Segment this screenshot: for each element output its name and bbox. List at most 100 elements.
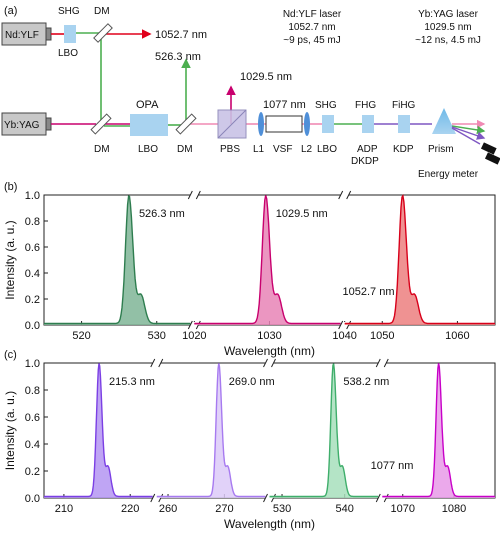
axis-break-gap [340, 192, 349, 198]
x-tick-label: 530 [148, 330, 166, 342]
y-tick-label: 0.0 [25, 493, 40, 505]
ybyag-info: Yb:YAG laser 1029.5 nm ~12 ns, 4.5 mJ [415, 9, 481, 46]
y-tick-label: 0.4 [25, 439, 40, 451]
axis-break-mark [187, 190, 193, 200]
energy-meter-label: Energy meter [418, 169, 479, 180]
ndylf-laser: Nd:YLF [1, 22, 52, 46]
kdp-label: KDP [393, 144, 414, 155]
fhg-label: FHG [355, 100, 376, 111]
dkdp-label: DKDP [351, 156, 379, 167]
adp-label: ADP [357, 144, 378, 155]
peak-fill [44, 363, 157, 498]
x-tick-label: 1060 [445, 330, 469, 342]
spectrum-chart-c: 0.0 0.2 0.4 0.6 0.8 1.0 Intensity (a. u.) Wavel… [3, 358, 496, 531]
peak-fill [344, 195, 495, 325]
ndylf-info: Nd:YLF laser 1052.7 nm ~9 ps, 45 mJ [283, 9, 342, 46]
peak-label: 526.3 nm [139, 208, 185, 220]
fihg-label: FiHG [392, 100, 416, 111]
axis-break-mark [338, 320, 344, 330]
peak-fill [382, 363, 495, 498]
dm-mirror-bottom-left [90, 113, 112, 135]
y-tick-label: 0.8 [25, 385, 40, 397]
x-axis-label: Wavelength (nm) [224, 344, 315, 358]
x-tick-label: 540 [335, 503, 353, 515]
axis-break-mark [158, 358, 164, 368]
pbs-diagonal [217, 109, 247, 139]
shg-crystal [322, 115, 334, 133]
peak-line [194, 195, 345, 325]
axis-break-gap [340, 322, 349, 328]
dm-mirror-bottom-mid [175, 113, 197, 135]
peak-line [44, 195, 195, 325]
shg2-label: SHG [315, 100, 337, 111]
x-tick-label: 1050 [370, 330, 394, 342]
shg-top-label: SHG [58, 6, 80, 17]
y-tick-label: 0.6 [25, 242, 40, 254]
axis-break-mark [375, 358, 381, 368]
pbs-label: PBS [220, 144, 240, 155]
axis-break-gap [190, 192, 199, 198]
ybyag-info-line3: ~12 ns, 4.5 mJ [415, 35, 481, 46]
l1-label: L1 [253, 144, 265, 155]
axis-break-gap [378, 360, 387, 366]
peak-line [344, 193, 495, 325]
dm-top-label: DM [94, 6, 110, 17]
x-tick-label: 220 [121, 503, 139, 515]
ybyag-info-line2: 1029.5 nm [424, 22, 471, 33]
vsf-wave-label: 1077 nm [263, 99, 306, 111]
axis-break-mark [375, 493, 381, 503]
axis-break-gap [378, 495, 387, 501]
lbo-crystal-top [64, 25, 76, 43]
ybyag-info-line1: Yb:YAG laser [418, 9, 479, 20]
energy-meter-head-2 [484, 152, 500, 165]
axis-break-mark [150, 493, 156, 503]
axis-break-mark [187, 320, 193, 330]
ybyag-label: Yb:YAG [4, 120, 40, 131]
y-tick-label: 0.2 [25, 466, 40, 478]
y-tick-label: 0.2 [25, 294, 40, 306]
setup-diagram: (a) Nd:YLF Yb:YAG SHG LBO DM 1052.7 nm 5… [1, 5, 500, 180]
y-tick-label: 1.0 [25, 358, 40, 370]
x-tick-label: 520 [72, 330, 90, 342]
peak-label: 1052.7 nm [343, 286, 395, 298]
dm-bottom-mid-label: DM [177, 144, 193, 155]
y-axis-label: Intensity (a. u.) [3, 220, 17, 299]
y-tick-label: 0.0 [25, 320, 40, 332]
prism-out-2 [451, 125, 486, 135]
ndylf-label: Nd:YLF [5, 30, 39, 41]
axis-break-mark [346, 190, 352, 200]
x-tick-label: 1020 [182, 330, 206, 342]
opa-crystal [130, 114, 168, 136]
lens-l2 [304, 112, 310, 136]
panel-label-a: (a) [4, 5, 17, 17]
prism-out-4 [451, 127, 481, 145]
x-tick-label: 530 [273, 503, 291, 515]
peak-label: 269.0 nm [229, 376, 275, 388]
axis-break-mark [150, 358, 156, 368]
dm-mirror-top [93, 23, 113, 43]
lbo2-label: LBO [317, 144, 337, 155]
x-tick-label: 1030 [257, 330, 281, 342]
axis-break-mark [338, 190, 344, 200]
x-tick-label: 270 [215, 503, 233, 515]
peak-fill [194, 195, 345, 325]
lens-l1 [258, 112, 264, 136]
prism-out-3 [451, 126, 486, 140]
axis-break-mark [383, 358, 389, 368]
fihg-crystal [398, 115, 410, 133]
peak-line [156, 363, 270, 498]
peak-line [44, 363, 157, 498]
x-axis-label: Wavelength (nm) [224, 517, 315, 531]
axis-break-mark [263, 493, 268, 503]
vsf-label: VSF [273, 144, 292, 155]
x-tick-label: 1040 [332, 330, 356, 342]
spectrum-chart-b: 0.0 0.2 0.4 0.6 0.8 1.0 Intensity (a. u.) Wavel… [3, 190, 496, 358]
y-tick-label: 0.4 [25, 268, 40, 280]
l2-label: L2 [301, 144, 313, 155]
ndylf-info-line3: ~9 ps, 45 mJ [283, 35, 341, 46]
panel-label-b: (b) [4, 181, 17, 193]
fhg-crystal [362, 115, 374, 133]
lbo-top-label: LBO [58, 48, 78, 59]
energy-meter-head-1 [480, 142, 497, 155]
